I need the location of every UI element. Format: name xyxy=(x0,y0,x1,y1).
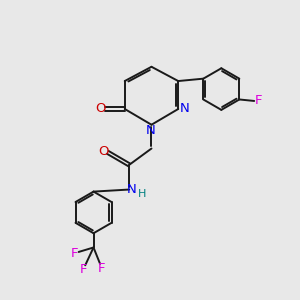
Text: F: F xyxy=(70,247,78,260)
Text: N: N xyxy=(146,124,156,137)
Text: O: O xyxy=(95,102,106,115)
Text: N: N xyxy=(127,183,136,196)
Text: F: F xyxy=(255,94,262,107)
Text: H: H xyxy=(137,189,146,199)
Text: F: F xyxy=(98,262,106,275)
Text: O: O xyxy=(98,145,109,158)
Text: N: N xyxy=(180,102,190,115)
Text: F: F xyxy=(80,263,87,276)
